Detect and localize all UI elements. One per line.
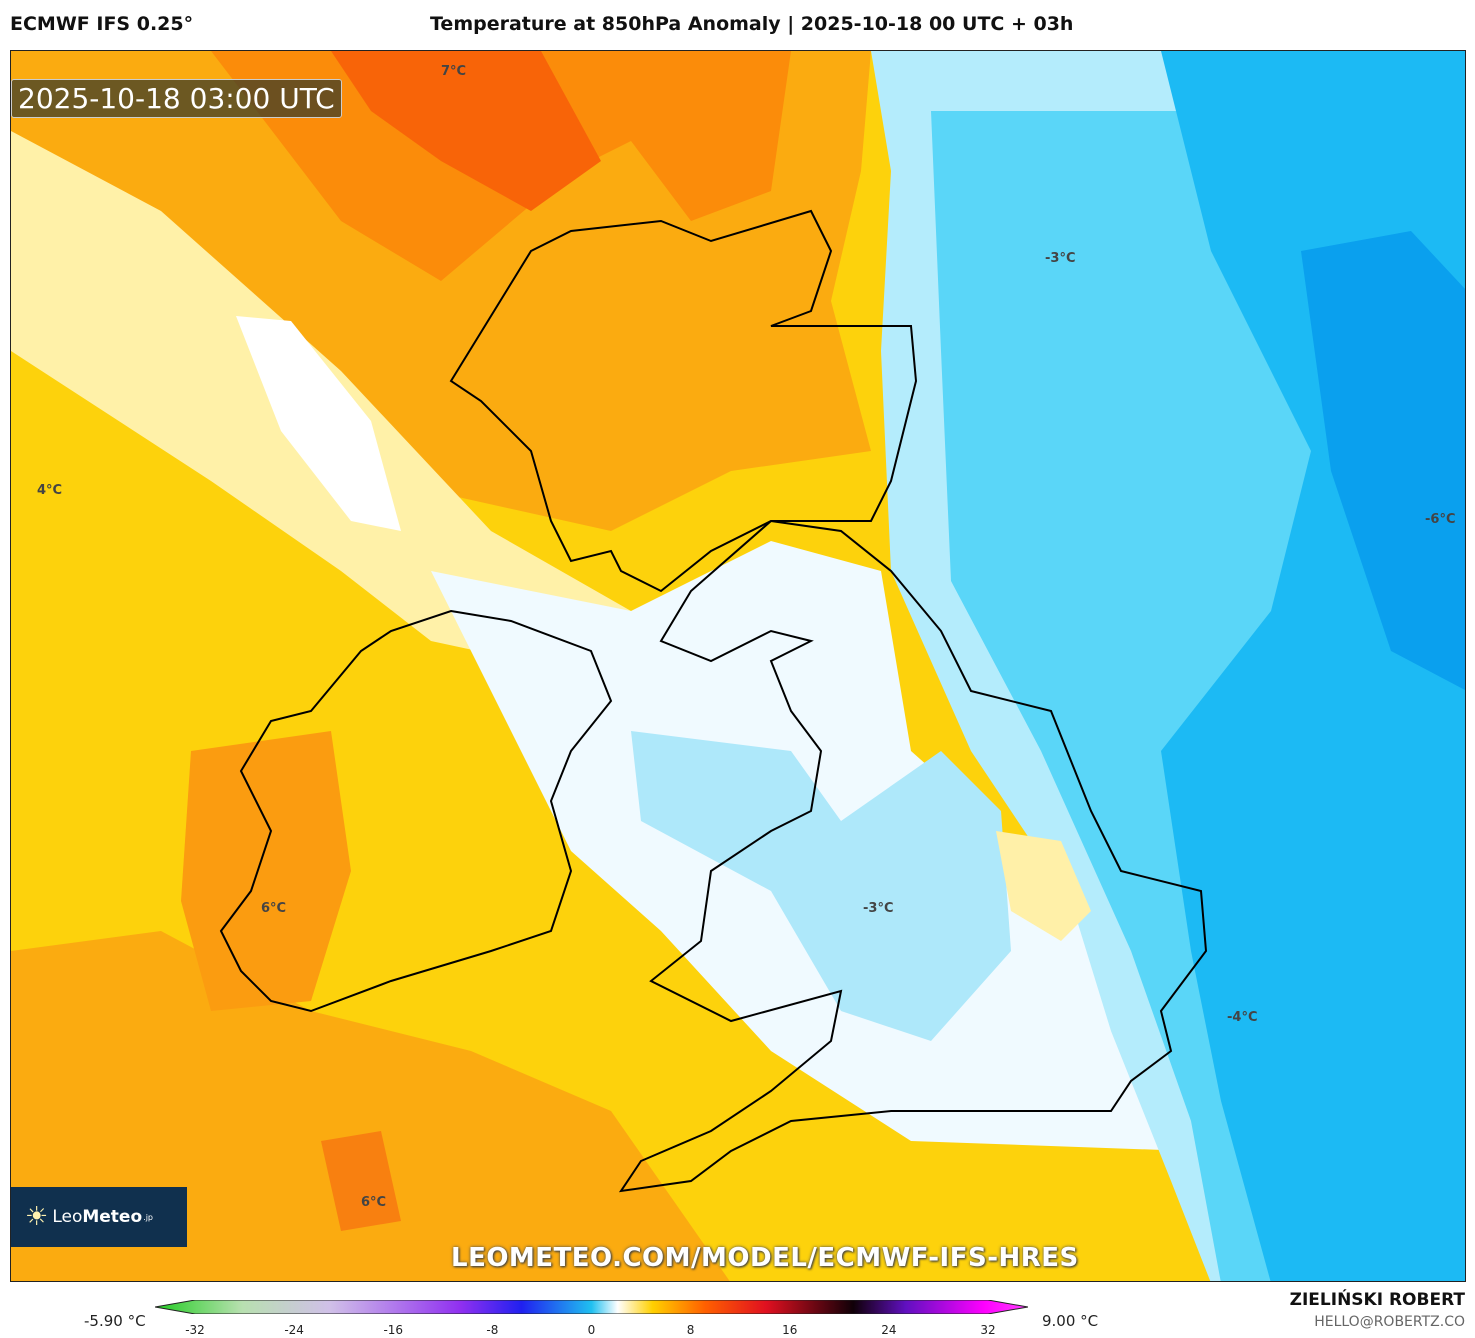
logo-suffix: .jp xyxy=(143,1212,153,1222)
orange-ireland xyxy=(181,731,351,1011)
colorbar-tick-label: 0 xyxy=(587,1323,596,1337)
light-blue-central xyxy=(631,731,1011,1041)
deep-blue-core xyxy=(1301,231,1465,690)
colorbar-tick-label: -8 xyxy=(486,1323,499,1337)
author-email: HELLO@ROBERTZ.CO xyxy=(1314,1314,1465,1330)
warm-patch-east xyxy=(996,831,1091,941)
logo-text-bold: Meteo xyxy=(82,1207,143,1227)
contour-label: -3°C xyxy=(1045,251,1076,266)
contour-label: -4°C xyxy=(1227,1010,1258,1025)
colorbar xyxy=(155,1300,1028,1314)
colorbar-tick-label: -16 xyxy=(383,1323,404,1337)
colorbar-tick-label: 8 xyxy=(686,1323,695,1337)
contour-label: -3°C xyxy=(863,901,894,916)
colorbar-tick-label: 32 xyxy=(980,1323,996,1337)
white-patch-nw xyxy=(236,316,401,531)
anomaly-field xyxy=(11,51,1465,1281)
colorbar-tick-label: 16 xyxy=(782,1323,798,1337)
leometeo-logo: ☀ Leo Meteo .jp xyxy=(11,1187,187,1247)
contour-label: 6°C xyxy=(261,901,287,916)
chart-title: Temperature at 850hPa Anomaly | 2025-10-… xyxy=(430,13,1074,35)
colorbar-tick-label: 24 xyxy=(881,1323,897,1337)
contour-label: 7°C xyxy=(441,64,467,79)
contour-label: 6°C xyxy=(361,1195,387,1210)
model-name: ECMWF IFS 0.25° xyxy=(10,13,194,35)
contour-label: -6°C xyxy=(1425,512,1456,527)
orange-southwest xyxy=(11,931,730,1281)
logo-text: Leo xyxy=(52,1207,83,1227)
deep-orange-sw xyxy=(321,1131,401,1231)
colorbar-min-label: -5.90 °C xyxy=(84,1312,146,1330)
coastlines xyxy=(219,209,1208,1193)
author-name: ZIELIŃSKI ROBERT xyxy=(1289,1290,1465,1310)
red-orange-core xyxy=(331,51,601,211)
valid-time-badge: 2025-10-18 03:00 UTC xyxy=(11,79,342,118)
colorbar-tick-label: -24 xyxy=(284,1323,304,1337)
map-view[interactable]: 2025-10-18 03:00 UTC 7°C -3°C 4°C -6°C 6… xyxy=(10,50,1466,1282)
colorbar-max-label: 9.00 °C xyxy=(1042,1312,1099,1330)
watermark-url: LEOMETEO.COM/MODEL/ECMWF-IFS-HRES xyxy=(451,1243,1079,1273)
colorbar-tick-label: -32 xyxy=(185,1323,205,1337)
contour-label: 4°C xyxy=(37,483,63,498)
sun-icon: ☀ xyxy=(25,1202,49,1232)
